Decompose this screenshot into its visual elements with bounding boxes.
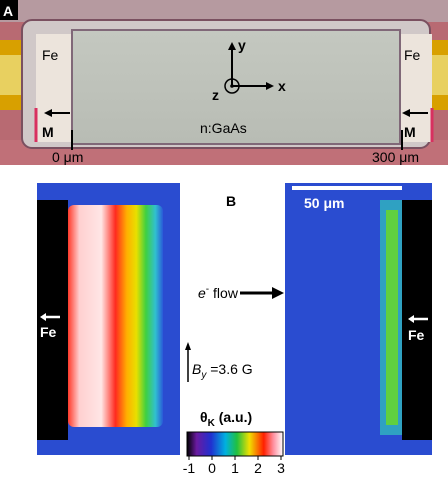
fe-label: Fe [40, 324, 57, 340]
flow-label: e- flow [198, 284, 239, 301]
panel-label: A [3, 3, 13, 19]
field-label: By =3.6 G [192, 361, 253, 381]
flow-base: e [198, 285, 206, 301]
axis-label: y [238, 37, 246, 53]
colorbar-rest: (a.u.) [215, 409, 252, 425]
field-rest: =3.6 G [206, 361, 252, 377]
kerr-image-right [285, 183, 432, 455]
fe-label: Fe [404, 47, 421, 63]
flow-arrow-head [272, 287, 284, 299]
colorbar [187, 432, 283, 456]
tick-label: 2 [254, 460, 262, 476]
scale-label: 300 μm [372, 149, 419, 165]
kerr-image-left [37, 183, 180, 455]
material-label: n:GaAs [200, 120, 247, 136]
tick-label: 1 [231, 460, 239, 476]
m-label: M [404, 124, 416, 140]
colorbar-base: θ [200, 409, 208, 425]
tick-label: 3 [277, 460, 285, 476]
figure: A Fe Fe M M y x z n:GaAs 0 μm 300 μm Fe … [0, 0, 448, 477]
axis-label: z [212, 87, 219, 103]
flow-rest: flow [209, 285, 239, 301]
m-label: M [42, 124, 54, 140]
field-arrow-head [185, 342, 191, 350]
fe-label: Fe [42, 47, 59, 63]
scale-label: 0 μm [52, 149, 83, 165]
axis-label: x [278, 78, 286, 94]
fe-label: Fe [408, 327, 425, 343]
scale-bar-label: 50 μm [304, 195, 344, 211]
colorbar-title: θK (a.u.) [200, 409, 252, 429]
tick-label: 0 [208, 460, 216, 476]
field-base: B [192, 361, 201, 377]
tick-label: -1 [183, 460, 196, 476]
panel-a-image [0, 0, 448, 165]
panel-label: B [226, 193, 236, 209]
